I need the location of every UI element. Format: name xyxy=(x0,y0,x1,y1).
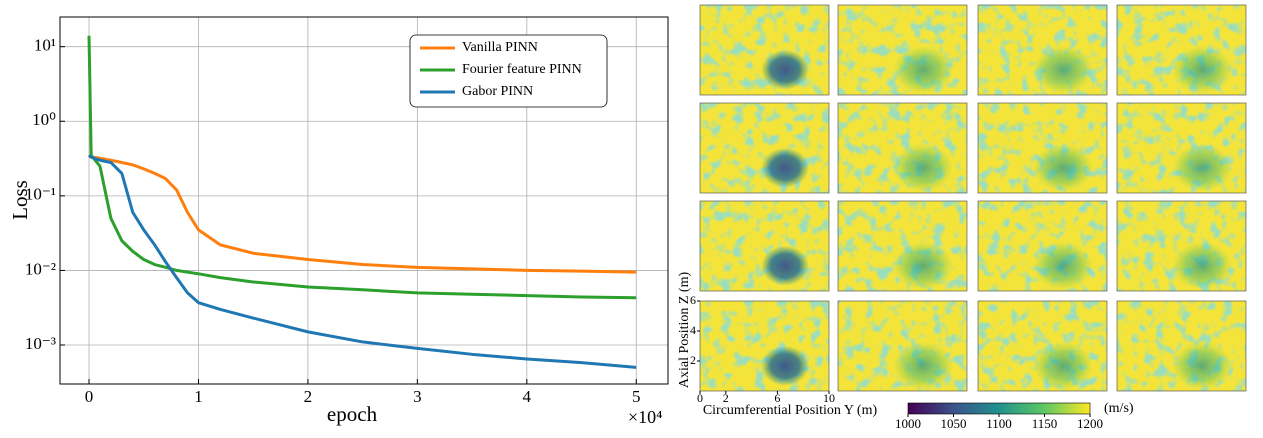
series-line xyxy=(88,154,637,274)
heatmap-anomaly xyxy=(1172,45,1233,94)
heatmap-frame xyxy=(977,4,1108,96)
heatmap-anomaly xyxy=(1033,143,1094,192)
heatmap-frame xyxy=(977,300,1108,392)
heatmap-anomaly xyxy=(761,147,810,188)
legend-label: Fourier feature PINN xyxy=(462,62,582,77)
heatmap-frame xyxy=(1116,300,1247,392)
heatmap-anomaly xyxy=(893,143,954,192)
heatmap-texture xyxy=(700,301,829,391)
y-tick-label: 10⁻² xyxy=(25,259,56,278)
colorbar-tick-label: 1000 xyxy=(895,416,921,431)
legend-box xyxy=(409,34,608,108)
map-x-label: Circumferential Position Y (m) xyxy=(703,403,878,418)
legend-label: Vanilla PINN xyxy=(462,40,538,55)
y-axis-label: Loss xyxy=(8,180,32,220)
heatmap-anomaly xyxy=(1172,241,1233,290)
colorbar-tick-label: 1200 xyxy=(1077,416,1103,431)
heatmap-frame xyxy=(977,200,1108,292)
heatmap-anomaly xyxy=(1033,45,1094,94)
map-x-tick-label: 10 xyxy=(823,391,835,405)
heatmap-anomaly xyxy=(893,341,954,390)
heatmap-frame xyxy=(977,102,1108,194)
legend: Vanilla PINN Fourier feature PINN Gabor PI… xyxy=(409,34,608,108)
map-y-tick-label: 2 xyxy=(690,353,696,367)
x-offset-label: ×10⁴ xyxy=(628,407,662,427)
y-tick-label: 10⁻³ xyxy=(25,334,56,353)
heatmap-frame xyxy=(699,102,830,194)
heatmap-frame xyxy=(837,102,968,194)
heatmap-frame xyxy=(699,300,830,392)
colorbar-tick-label: 1050 xyxy=(941,416,967,431)
x-tick-label: 2 xyxy=(304,387,313,406)
map-y-label: Axial Position Z (m) xyxy=(677,272,692,389)
x-axis-label: epoch xyxy=(327,402,378,426)
colorbar-tick-label: 1150 xyxy=(1032,416,1058,431)
map-y-tick-label: 6 xyxy=(690,293,696,307)
heatmap-anomaly xyxy=(761,345,810,386)
legend-label: Gabor PINN xyxy=(462,84,533,99)
plot-frame xyxy=(59,16,669,385)
y-tick-label: 10⁻¹ xyxy=(25,185,56,204)
heatmap-anomaly xyxy=(1033,341,1094,390)
x-tick-label: 4 xyxy=(523,387,532,406)
x-tick-label: 0 xyxy=(85,387,94,406)
heatmap-frame xyxy=(1116,102,1247,194)
heatmap-frame xyxy=(1116,200,1247,292)
heatmap-anomaly xyxy=(893,241,954,290)
heatmap-frame xyxy=(699,4,830,96)
map-x-tick-label: 0 xyxy=(697,391,703,405)
series-line xyxy=(87,35,637,300)
heatmap-frame xyxy=(837,300,968,392)
map-y-tick-label: 4 xyxy=(690,323,696,337)
y-tick-label: 10¹ xyxy=(34,36,56,55)
y-tick-label: 10⁰ xyxy=(32,110,56,129)
heatmap-anomaly xyxy=(761,49,810,90)
series-line xyxy=(88,154,637,369)
heatmap-texture xyxy=(700,103,829,193)
colorbar-label: (m/s) xyxy=(1104,401,1134,416)
x-tick-label: 3 xyxy=(413,387,422,406)
map-x-tick-label: 2 xyxy=(723,391,729,405)
heatmap-anomaly xyxy=(1033,241,1094,290)
heatmap-frame xyxy=(837,200,968,292)
colorbar-tick-label: 1100 xyxy=(986,416,1012,431)
heatmap-texture xyxy=(700,201,829,291)
heatmap-anomaly xyxy=(893,45,954,94)
heatmap-grid xyxy=(699,4,1247,392)
x-tick-label: 5 xyxy=(632,387,641,406)
map-x-tick-label: 6 xyxy=(774,391,780,405)
heatmap-texture xyxy=(700,5,829,95)
x-tick-label: 1 xyxy=(194,387,203,406)
heatmap-frame xyxy=(699,200,830,292)
heatmap-frame xyxy=(837,4,968,96)
heatmap-anomaly xyxy=(761,245,810,286)
heatmap-frame xyxy=(1116,4,1247,96)
colorbar xyxy=(907,402,1091,415)
heatmap-anomaly xyxy=(1172,143,1233,192)
heatmap-anomaly xyxy=(1172,341,1233,390)
